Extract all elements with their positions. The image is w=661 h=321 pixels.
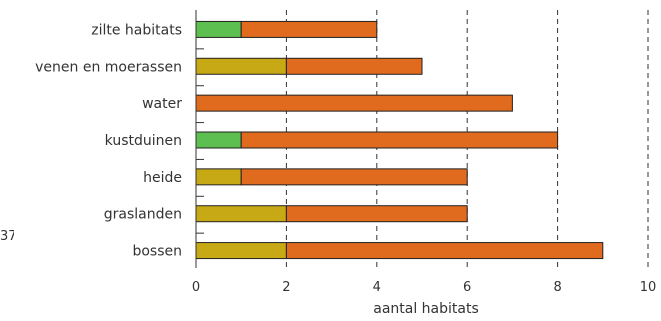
x-tick-label: 4 — [373, 280, 381, 295]
category-label: zilte habitats — [91, 22, 182, 38]
edge-text: 37 — [0, 229, 14, 244]
x-tick-label: 6 — [463, 280, 471, 295]
bar-segment — [240, 168, 468, 186]
bar-segment — [195, 242, 287, 260]
bar-segment — [195, 205, 287, 223]
category-label: graslanden — [104, 207, 182, 223]
tick-labels: 0 2 4 6 8 10 — [192, 280, 656, 295]
bar-segment — [195, 94, 513, 112]
bars — [195, 20, 604, 260]
category-label: venen en moerassen — [35, 59, 182, 75]
x-tick-label: 0 — [192, 280, 200, 295]
bar-segment — [195, 168, 242, 186]
bar-segment — [195, 131, 242, 149]
x-tick-label: 2 — [282, 280, 290, 295]
bar-segment — [240, 131, 559, 149]
axes — [195, 10, 204, 268]
category-labels: zilte habitats venen en moerassen water kus… — [35, 22, 182, 259]
bar-segment — [195, 57, 287, 75]
bar-segment — [195, 20, 242, 38]
category-label: water — [142, 96, 182, 112]
bar-segment — [240, 20, 378, 38]
category-label: heide — [143, 170, 182, 186]
bar-segment — [285, 57, 423, 75]
x-tick-label: 10 — [640, 280, 657, 295]
x-tick-label: 8 — [553, 280, 561, 295]
category-label: kustduinen — [105, 133, 182, 149]
x-axis-title: aantal habitats — [373, 301, 479, 317]
category-label: bossen — [132, 244, 182, 260]
bar-segment — [285, 242, 604, 260]
bar-segment — [285, 205, 468, 223]
